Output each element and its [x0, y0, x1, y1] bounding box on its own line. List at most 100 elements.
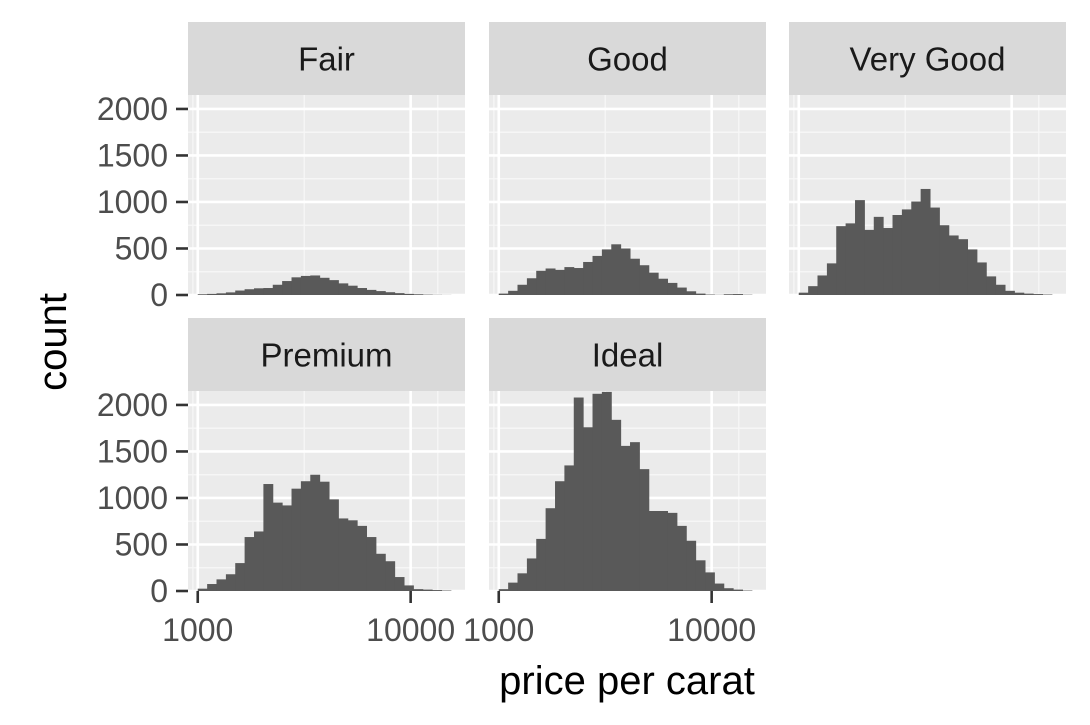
histogram-bar: [517, 573, 528, 591]
x-tick-label: 1000: [463, 612, 534, 648]
histogram-bar: [310, 275, 321, 295]
histogram-bar: [545, 268, 556, 295]
histogram-bar: [958, 239, 969, 295]
histogram-bars: [498, 244, 753, 295]
facet-panel: Fair: [188, 22, 465, 297]
histogram-bar: [948, 235, 959, 295]
histogram-bar: [1033, 294, 1044, 295]
x-tick-label: 1000: [162, 612, 233, 648]
histogram-bar: [498, 293, 509, 295]
histogram-bar: [723, 294, 734, 295]
facet-label: Very Good: [850, 41, 1006, 78]
histogram-bar: [592, 393, 603, 591]
histogram-bar: [1005, 290, 1015, 295]
facet-strip: [188, 22, 465, 95]
histogram-bar: [845, 223, 856, 295]
histogram-bar: [272, 284, 283, 295]
histogram-bar: [648, 511, 659, 591]
histogram-bar: [197, 588, 208, 591]
histogram-bar: [254, 531, 264, 591]
histogram-bar: [995, 284, 1006, 295]
histogram-bar: [508, 290, 519, 295]
histogram-bar: [583, 427, 594, 591]
histogram-bar: [375, 291, 386, 295]
facet-strip: [789, 22, 1066, 95]
histogram-bar: [319, 277, 330, 295]
histogram-bar: [930, 207, 940, 295]
y-tick-label: 1500: [97, 433, 168, 469]
x-axis-mid-col: 1000 10000: [463, 591, 756, 648]
histogram-bar: [592, 255, 603, 295]
histogram-bar: [235, 563, 246, 591]
panels: Fair Good Very Good Premium Ideal: [188, 22, 1066, 593]
histogram-bar: [630, 442, 640, 591]
facet-label: Ideal: [592, 337, 664, 374]
histogram-bar: [564, 465, 575, 591]
facet-strip: [489, 22, 766, 95]
histogram-bar: [864, 229, 875, 295]
histogram-bar: [976, 262, 987, 295]
y-tick-label: 500: [115, 230, 168, 266]
histogram-bar: [385, 561, 396, 591]
histogram-bar: [658, 511, 669, 591]
histogram-bar: [375, 553, 386, 591]
y-tick-label: 1000: [97, 480, 168, 516]
histogram-bar: [714, 583, 725, 591]
facet-label: Good: [587, 41, 668, 78]
histogram-bar: [555, 269, 565, 295]
histogram-bar: [404, 585, 414, 591]
histogram-bar: [329, 280, 339, 295]
histogram-bar: [329, 499, 339, 591]
histogram-bar: [225, 292, 236, 295]
facet-panel: Premium: [188, 318, 465, 593]
histogram-bar: [967, 249, 978, 295]
histogram-bar: [338, 518, 349, 591]
histogram-bar: [855, 200, 865, 295]
histogram-bar: [197, 294, 208, 295]
histogram-bar: [836, 226, 847, 295]
facet-strip: [188, 318, 465, 391]
histogram-bar: [1023, 293, 1034, 295]
histogram-bar: [216, 293, 227, 295]
histogram-bar: [347, 520, 358, 591]
histogram-bar: [272, 502, 283, 591]
histogram-bar: [733, 294, 744, 295]
y-tick-label: 500: [115, 526, 168, 562]
histogram-bar: [310, 474, 321, 591]
y-tick-label: 1500: [97, 137, 168, 173]
histogram-bar: [911, 201, 922, 295]
histogram-bar: [686, 291, 697, 295]
y-tick-label: 1000: [97, 184, 168, 220]
histogram-bar: [986, 276, 997, 295]
histogram-bar: [394, 293, 405, 295]
y-axis-top-row: 0 500 1000 1500 2000: [97, 91, 188, 313]
histogram-bar: [254, 288, 264, 295]
histogram-bar: [207, 584, 218, 591]
histogram-bar: [536, 270, 547, 295]
histogram-bar: [413, 294, 424, 295]
histogram-bar: [235, 290, 246, 295]
x-axis-title: price per carat: [499, 659, 755, 703]
histogram-bar: [583, 261, 594, 295]
histogram-bar: [639, 469, 650, 591]
histogram-bar: [620, 445, 631, 591]
histogram-bars: [197, 474, 452, 591]
y-axis-bottom-row: 0 500 1000 1500 2000: [97, 387, 188, 609]
histogram-bar: [498, 589, 509, 591]
histogram-bar: [611, 419, 622, 591]
histogram-bar: [404, 293, 414, 295]
histogram-bar: [601, 391, 612, 591]
histogram-bar: [892, 215, 903, 295]
histogram-bars: [798, 188, 1053, 295]
histogram-bar: [357, 288, 368, 295]
histogram-bar: [282, 281, 293, 295]
histogram-bar: [555, 481, 565, 591]
facet-label: Fair: [298, 41, 355, 78]
histogram-bar: [695, 560, 706, 591]
histogram-bar: [319, 481, 330, 591]
histogram-bar: [686, 540, 697, 591]
x-tick-label: 10000: [366, 612, 455, 648]
histogram-bar: [826, 263, 837, 295]
histogram-bar: [798, 292, 809, 295]
